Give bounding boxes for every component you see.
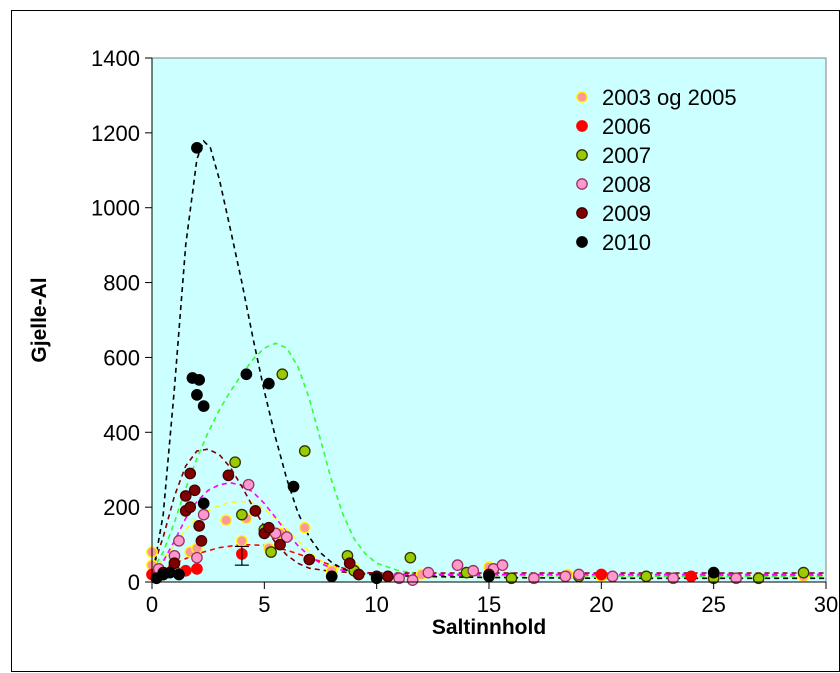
- data-point-5: [191, 141, 203, 154]
- data-point-4: [262, 521, 275, 534]
- x-axis-title: Saltinnhold: [432, 616, 546, 639]
- legend-label-3: 2008: [602, 172, 651, 197]
- data-point-5: [197, 497, 210, 510]
- legend-marker-2: [576, 149, 588, 161]
- plot-area: [151, 57, 827, 583]
- data-point-3: [451, 559, 464, 572]
- data-point-3: [606, 570, 619, 583]
- x-tick-label: 25: [701, 592, 725, 617]
- data-point-3: [667, 572, 680, 585]
- data-point-0: [236, 534, 248, 547]
- data-point-4: [249, 505, 262, 517]
- data-point-5: [325, 570, 338, 583]
- trend-line-4: [152, 448, 826, 574]
- x-tick-label: 10: [364, 592, 388, 617]
- data-point-5: [173, 568, 185, 581]
- data-point-5: [193, 374, 206, 386]
- data-point-1: [685, 570, 698, 583]
- legend-marker-0: [576, 91, 588, 103]
- data-point-4: [222, 469, 235, 482]
- y-tick-label: 200: [103, 495, 140, 520]
- data-point-3: [730, 572, 742, 585]
- data-point-2: [229, 456, 241, 469]
- data-point-4: [168, 557, 181, 570]
- data-point-4: [188, 484, 201, 497]
- data-point-2: [797, 566, 810, 579]
- data-point-2: [640, 570, 653, 583]
- legend-label-5: 2010: [602, 230, 651, 255]
- error-bars: [234, 545, 249, 566]
- data-point-0: [298, 521, 311, 534]
- legend-label-2: 2007: [602, 143, 651, 168]
- data-point-2: [505, 572, 518, 585]
- data-point-5: [240, 368, 253, 381]
- x-tick-label: 0: [146, 592, 158, 617]
- data-point-3: [573, 568, 585, 581]
- data-point-3: [496, 559, 509, 572]
- x-tick-label: 20: [589, 592, 613, 617]
- legend-label-0: 2003 og 2005: [602, 85, 737, 110]
- data-point-4: [352, 568, 365, 581]
- legend-marker-3: [576, 178, 588, 190]
- legend-label-4: 2009: [602, 201, 651, 226]
- data-point-1: [191, 563, 203, 575]
- data-point-3: [280, 531, 293, 543]
- data-point-4: [179, 490, 192, 502]
- data-point-4: [382, 570, 394, 583]
- y-axis-title: Gjelle-Al: [28, 277, 51, 362]
- data-point-3: [242, 478, 255, 491]
- legend-marker-4: [576, 207, 588, 219]
- data-point-3: [393, 572, 405, 585]
- data-point-5: [707, 566, 720, 579]
- x-tick-label: 30: [814, 592, 838, 617]
- data-point-3: [528, 572, 540, 585]
- data-point-4: [303, 553, 316, 566]
- data-point-5: [287, 480, 300, 493]
- data-point-3: [559, 570, 572, 583]
- x-tick-label: 15: [477, 592, 501, 617]
- data-point-3: [173, 534, 185, 547]
- y-tick-label: 400: [103, 420, 140, 445]
- data-point-5: [483, 570, 495, 583]
- y-tick-label: 800: [103, 271, 140, 296]
- axis-ticks: 0 200 400 600 800 1000 1200 1400 0 5 10 15 20 25 30: [91, 46, 838, 617]
- y-tick-label: 1000: [91, 196, 140, 221]
- data-point-2: [752, 572, 765, 585]
- data-point-4: [193, 520, 206, 532]
- legend-marker-1: [576, 120, 588, 132]
- data-point-2: [265, 546, 277, 558]
- x-tick-label: 5: [258, 592, 270, 617]
- data-point-5: [197, 400, 210, 412]
- data-point-4: [343, 557, 356, 570]
- data-point-4: [195, 534, 208, 547]
- legend: 2003 og 2005 2006 2007 2008 2009 2010: [576, 85, 737, 255]
- data-point-2: [298, 445, 311, 457]
- y-tick-label: 0: [128, 570, 140, 595]
- data-point-2: [236, 508, 248, 521]
- data-point-3: [191, 551, 203, 564]
- data-point-3: [422, 566, 435, 579]
- data-point-5: [191, 389, 203, 401]
- data-point-4: [274, 538, 286, 551]
- data-point-3: [406, 574, 419, 586]
- legend-label-1: 2006: [602, 114, 651, 139]
- data-point-3: [467, 564, 480, 577]
- data-points: [146, 141, 810, 586]
- y-tick-label: 1400: [91, 46, 140, 71]
- legend-marker-5: [576, 236, 588, 248]
- data-point-2: [404, 551, 417, 564]
- y-tick-label: 1200: [91, 121, 140, 146]
- data-point-2: [276, 368, 289, 381]
- data-point-4: [184, 467, 197, 480]
- data-point-4: [184, 501, 197, 513]
- data-point-0: [220, 514, 232, 527]
- trend-line-0: [152, 500, 826, 579]
- data-point-1: [595, 568, 608, 581]
- data-point-5: [262, 377, 275, 390]
- trend-line-5: [152, 139, 826, 580]
- data-point-3: [197, 508, 210, 521]
- y-tick-label: 600: [103, 345, 140, 370]
